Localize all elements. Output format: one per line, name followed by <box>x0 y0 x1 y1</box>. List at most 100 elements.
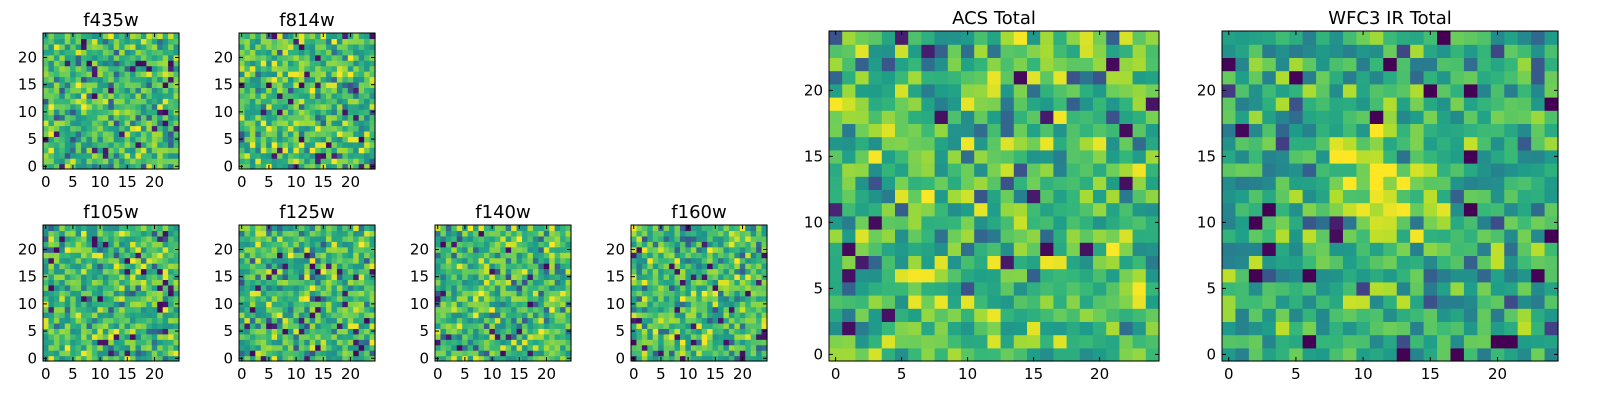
heatmap-cell <box>1463 308 1478 322</box>
heatmap-cell <box>249 130 256 137</box>
heatmap-cell <box>761 241 768 248</box>
heatmap-cell <box>538 252 545 259</box>
heatmap-cell <box>842 202 856 217</box>
heatmap-cell <box>462 328 469 335</box>
heatmap-cell <box>895 321 909 336</box>
heatmap-cell <box>293 241 300 248</box>
heatmap-cell <box>1316 295 1331 309</box>
heatmap-cell <box>842 149 856 164</box>
heatmap-cell <box>347 38 354 45</box>
heatmap-cell <box>53 279 60 286</box>
heatmap-cell <box>641 241 648 248</box>
heatmap-cell <box>97 114 104 121</box>
heatmap-cell <box>59 268 66 275</box>
heatmap-cell <box>974 31 988 45</box>
heatmap-cell <box>549 241 556 248</box>
heatmap-cell <box>298 158 305 165</box>
heatmap-cell <box>336 43 343 50</box>
heatmap-cell <box>119 268 126 275</box>
heatmap-cell <box>64 60 71 67</box>
heatmap-cell <box>277 54 284 61</box>
heatmap-cell <box>489 273 496 280</box>
heatmap-cell <box>718 344 725 351</box>
heatmap-cell <box>674 246 681 253</box>
heatmap-cell <box>641 339 648 346</box>
heatmap-cell <box>855 57 870 72</box>
heatmap-cell <box>108 158 115 165</box>
heatmap-cell <box>336 295 343 302</box>
heatmap-cell <box>64 257 71 264</box>
heatmap-cell <box>326 65 333 72</box>
heatmap-cell <box>1262 308 1277 322</box>
heatmap-cell <box>140 163 147 170</box>
heatmap-cell <box>135 136 142 143</box>
heatmap-cell <box>140 333 147 340</box>
heatmap-cell <box>538 339 545 346</box>
heatmap-cell <box>64 268 71 275</box>
heatmap-cell <box>1222 176 1237 190</box>
heatmap-cell <box>1517 347 1532 362</box>
heatmap-cell <box>868 163 883 177</box>
heatmap-cell <box>505 344 512 351</box>
heatmap-cell <box>75 114 82 121</box>
heatmap-cell <box>718 263 725 270</box>
x-tick-label: 10 <box>91 173 110 191</box>
heatmap-cell <box>462 252 469 259</box>
heatmap-cell <box>293 312 300 319</box>
heatmap-cell <box>309 109 316 116</box>
heatmap-cell <box>549 290 556 297</box>
heatmap-cell <box>48 273 55 280</box>
heatmap-cell <box>124 125 131 132</box>
heatmap-cell <box>135 43 142 50</box>
heatmap-cell <box>277 350 284 357</box>
heatmap-cell <box>91 109 98 116</box>
heatmap-cell <box>64 252 71 259</box>
heatmap-cell <box>364 241 371 248</box>
heatmap-cell <box>473 355 480 362</box>
heatmap-cell <box>1053 295 1068 309</box>
heatmap-cell <box>652 306 659 313</box>
heatmap-cell <box>750 306 757 313</box>
heatmap-cell <box>75 136 82 143</box>
heatmap-cell <box>750 344 757 351</box>
heatmap-cell <box>565 235 572 242</box>
heatmap-cell <box>135 252 142 259</box>
heatmap-cell <box>1132 136 1147 151</box>
heatmap-cell <box>119 43 126 50</box>
heatmap-cell <box>64 54 71 61</box>
heatmap-cell <box>934 334 949 349</box>
heatmap-cell <box>43 114 50 121</box>
heatmap-cell <box>829 31 843 45</box>
heatmap-cell <box>282 43 289 50</box>
heatmap-cell <box>168 60 175 67</box>
heatmap-cell <box>70 158 77 165</box>
heatmap-cell <box>130 158 137 165</box>
heatmap-cell <box>102 230 109 237</box>
heatmap-cell <box>266 273 273 280</box>
heatmap-cell <box>173 350 180 357</box>
heatmap-cell <box>369 141 376 148</box>
heatmap-cell <box>277 252 284 259</box>
heatmap-cell <box>326 257 333 264</box>
heatmap-cell <box>842 44 856 58</box>
heatmap-cell <box>1106 242 1120 256</box>
heatmap-cell <box>679 306 686 313</box>
y-tick-label: 5 <box>223 130 233 148</box>
heatmap-cell <box>113 322 120 329</box>
heatmap-cell <box>842 347 856 362</box>
heatmap-cell <box>102 344 109 351</box>
heatmap-cell <box>745 241 752 248</box>
heatmap-cell <box>364 257 371 264</box>
heatmap-cell <box>745 290 752 297</box>
heatmap-cell <box>293 268 300 275</box>
heatmap-cell <box>113 235 120 242</box>
heatmap-cell <box>97 76 104 83</box>
heatmap-cell <box>64 273 71 280</box>
heatmap-cell <box>113 120 120 127</box>
heatmap-cell <box>266 252 273 259</box>
heatmap-cell <box>260 246 267 253</box>
heatmap-cell <box>1040 334 1054 349</box>
heatmap-cell <box>157 301 164 308</box>
heatmap-cell <box>1053 189 1068 204</box>
heatmap-cell <box>908 202 922 217</box>
